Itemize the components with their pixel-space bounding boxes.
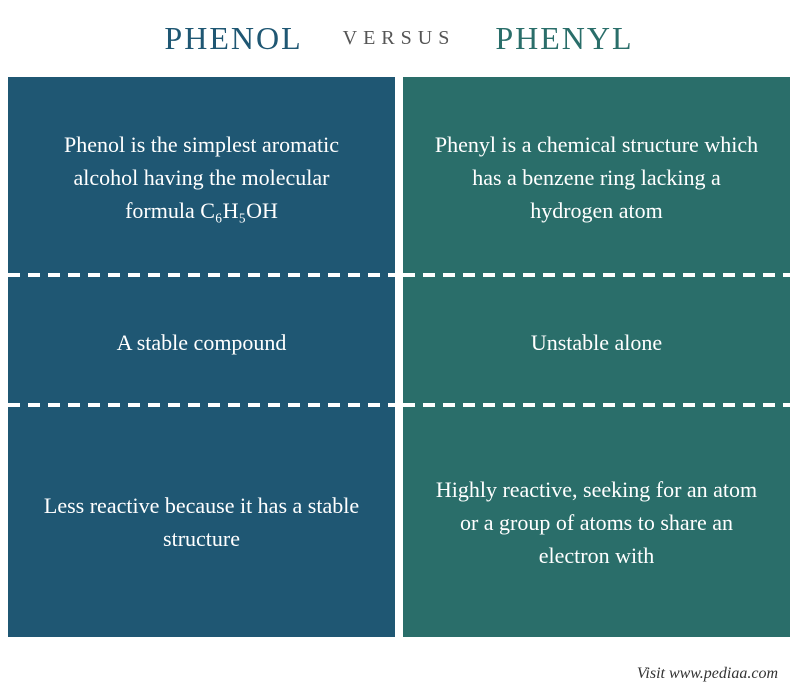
left-title: PHENOL [164, 20, 302, 57]
right-cell-reactivity: Highly reactive, seeking for an atom or … [403, 407, 790, 637]
left-cell-reactivity: Less reactive because it has a stable st… [8, 407, 395, 637]
left-cell-definition: Phenol is the simplest aromatic alcohol … [8, 77, 395, 277]
right-cell-stability: Unstable alone [403, 277, 790, 407]
versus-label: VERSUS [343, 27, 456, 50]
comparison-table: Phenol is the simplest aromatic alcohol … [0, 77, 798, 657]
footer-attribution: Visit www.pediaa.com [0, 657, 798, 691]
left-column: Phenol is the simplest aromatic alcohol … [8, 77, 395, 657]
right-title: PHENYL [495, 20, 633, 57]
right-cell-definition: Phenyl is a chemical structure which has… [403, 77, 790, 277]
left-cell-stability: A stable compound [8, 277, 395, 407]
comparison-header: PHENOL VERSUS PHENYL [0, 0, 798, 77]
right-column: Phenyl is a chemical structure which has… [403, 77, 790, 657]
